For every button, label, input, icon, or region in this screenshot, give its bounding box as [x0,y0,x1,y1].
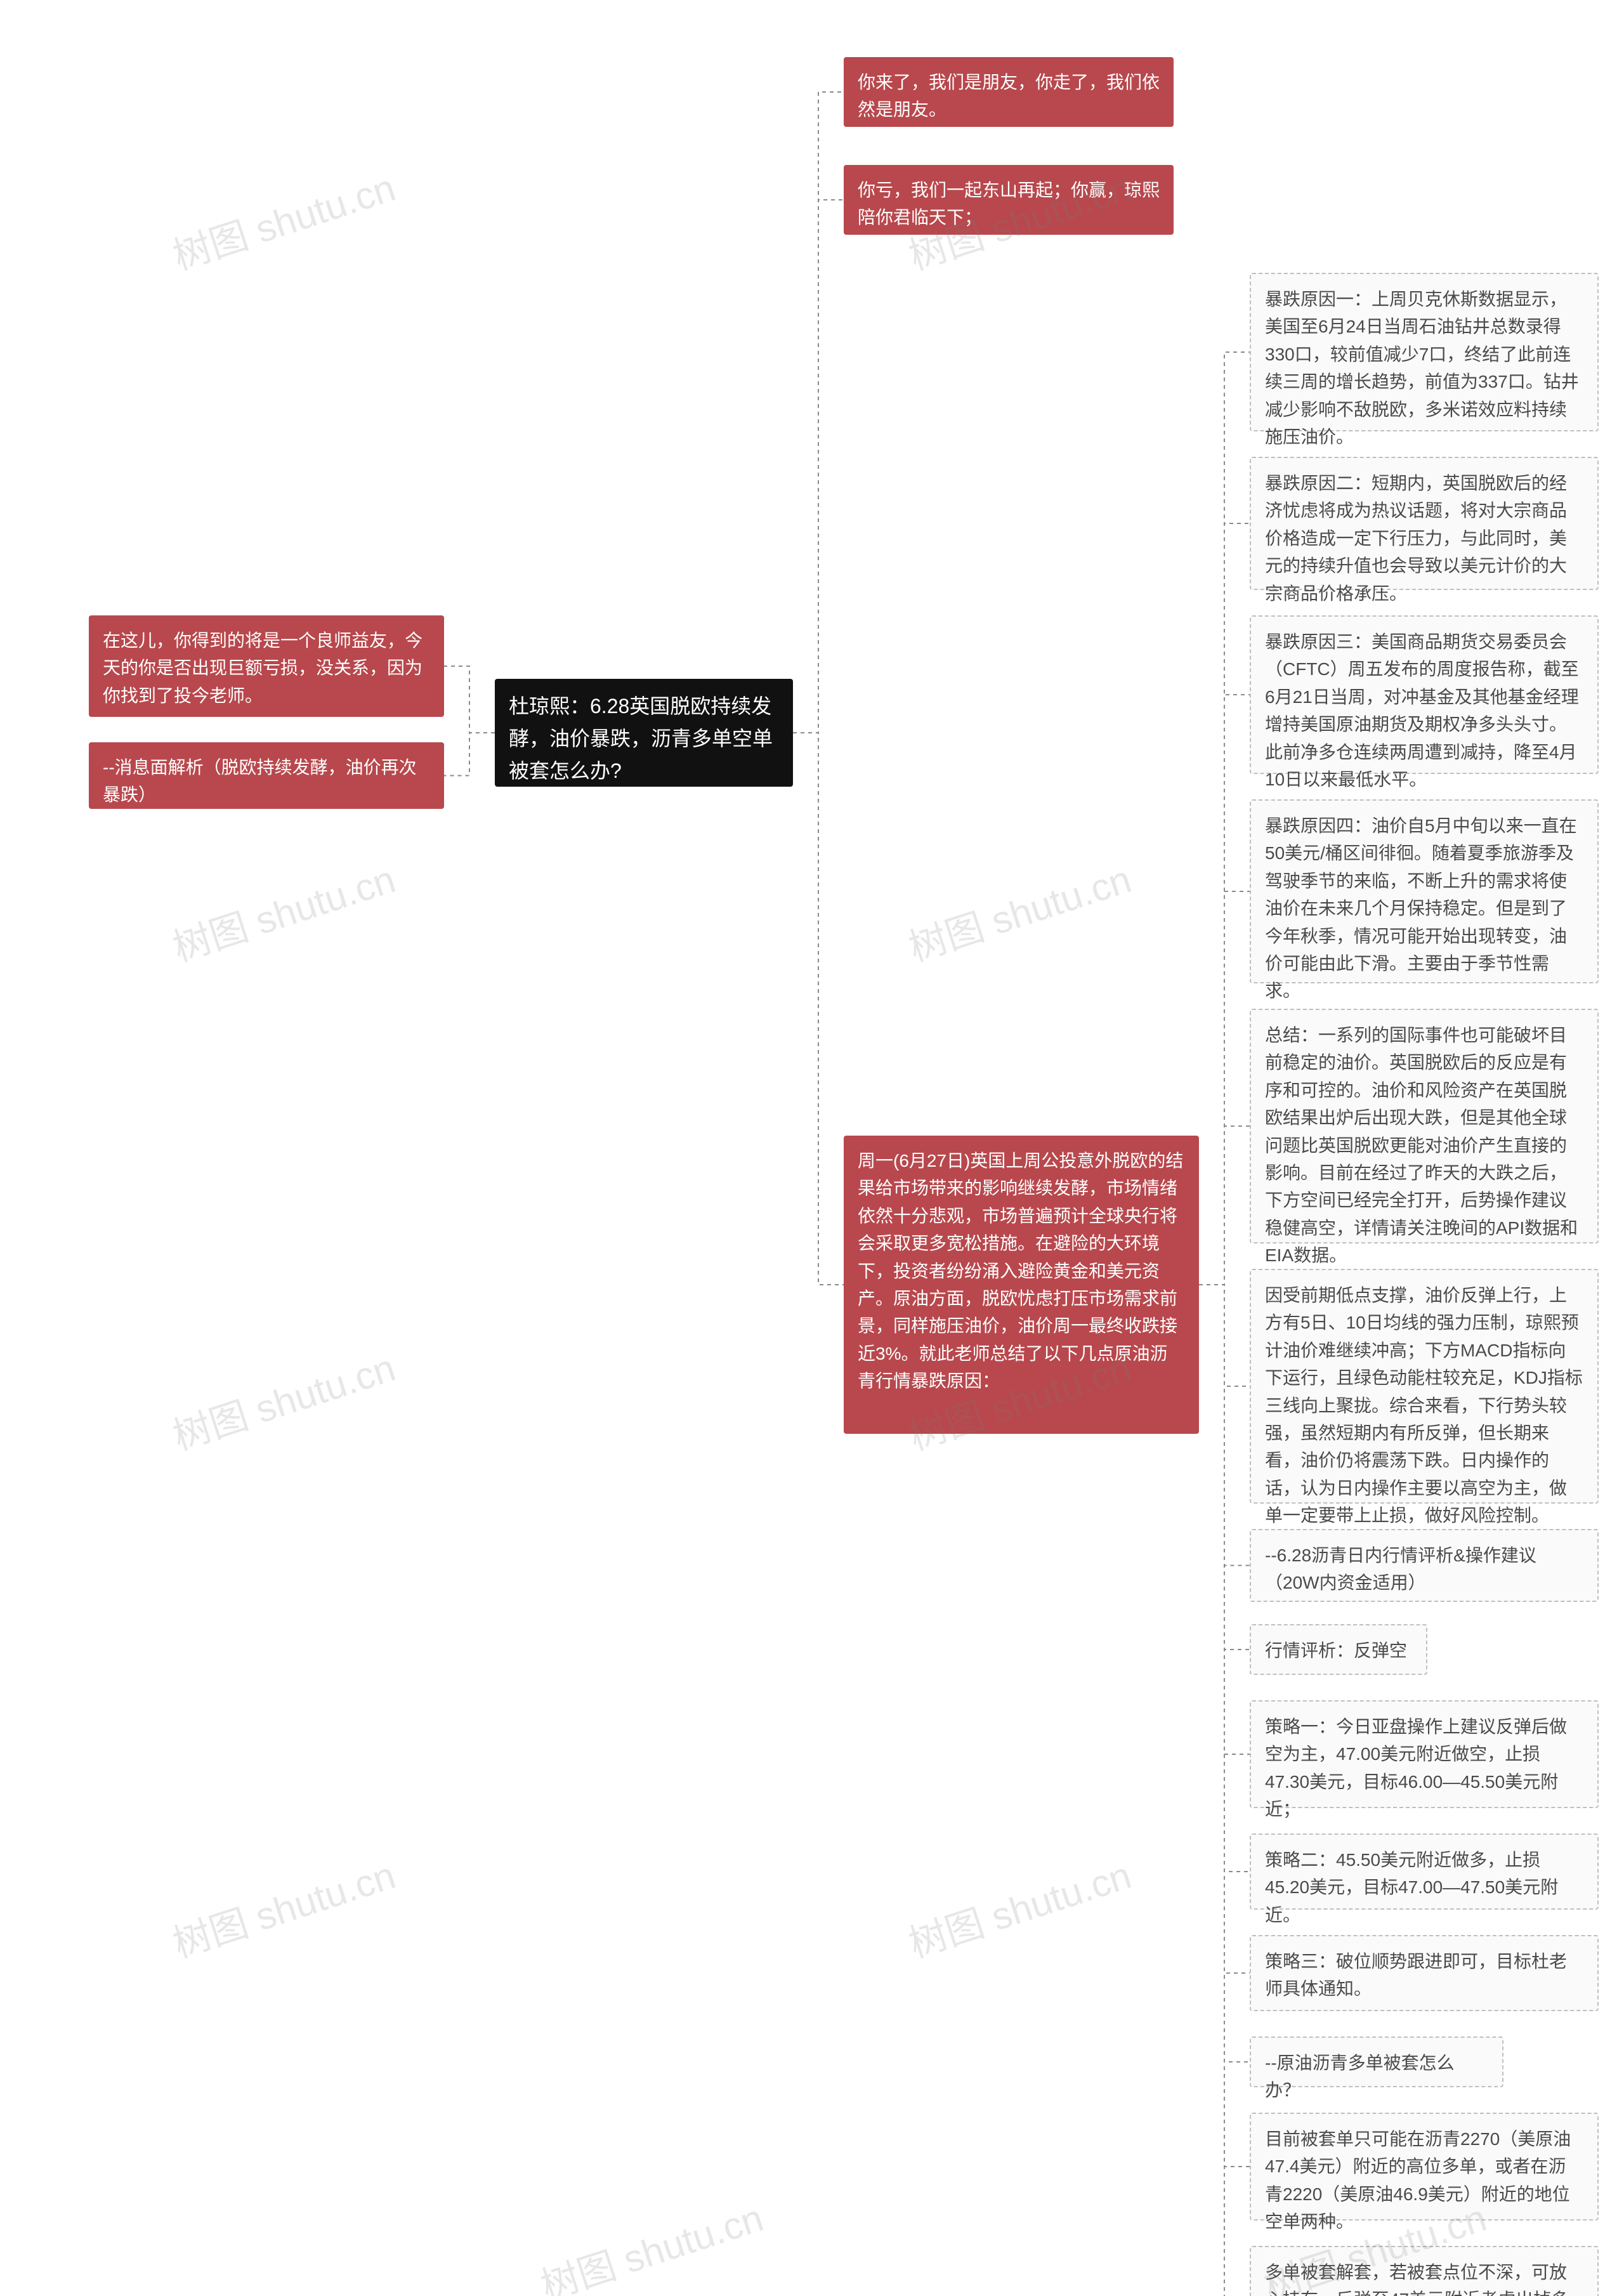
leaf-a6[interactable]: 因受前期低点支撑，油价反弹上行，上方有5日、10日均线的强力压制，琼熙预计油价难… [1250,1269,1599,1504]
watermark: 树图 shutu.cn [165,1337,402,1461]
leaf-a11[interactable]: 策略三：破位顺势跟进即可，目标杜老师具体通知。 [1250,1935,1599,2011]
left-node-2[interactable]: --消息面解析（脱欧持续发酵，油价再次暴跌） [89,742,444,809]
watermark: 树图 shutu.cn [165,157,402,281]
leaf-a14[interactable]: 多单被套解套，若被套点位不深，可放心持有，反弹至47美元附近考虑出掉多单小损出局… [1250,2246,1599,2296]
mindmap-canvas: 杜琼熙：6.28英国脱欧持续发酵，油价暴跌，沥青多单空单被套怎么办? 在这儿，你… [0,0,1624,2296]
right-node-3[interactable]: 周一(6月27日)英国上周公投意外脱欧的结果给市场带来的影响继续发酵，市场情绪依… [844,1136,1199,1434]
leaf-a3[interactable]: 暴跌原因三：美国商品期货交易委员会（CFTC）周五发布的周度报告称，截至6月21… [1250,615,1599,774]
leaf-a10[interactable]: 策略二：45.50美元附近做多，止损45.20美元，目标47.00—47.50美… [1250,1834,1599,1910]
left-node-1[interactable]: 在这儿，你得到的将是一个良师益友，今天的你是否出现巨额亏损，没关系，因为你找到了… [89,615,444,717]
leaf-a9[interactable]: 策略一：今日亚盘操作上建议反弹后做空为主，47.00美元附近做空，止损47.30… [1250,1700,1599,1808]
leaf-a1[interactable]: 暴跌原因一：上周贝克休斯数据显示，美国至6月24日当周石油钻井总数录得330口，… [1250,273,1599,431]
watermark: 树图 shutu.cn [165,1845,402,1969]
root-node[interactable]: 杜琼熙：6.28英国脱欧持续发酵，油价暴跌，沥青多单空单被套怎么办? [495,679,793,787]
watermark: 树图 shutu.cn [901,849,1137,973]
leaf-a13[interactable]: 目前被套单只可能在沥青2270（美原油47.4美元）附近的高位多单，或者在沥青2… [1250,2113,1599,2221]
right-node-2[interactable]: 你亏，我们一起东山再起；你赢，琼熙陪你君临天下； [844,165,1174,235]
leaf-a8[interactable]: 行情评析：反弹空 [1250,1624,1427,1675]
leaf-a12[interactable]: --原油沥青多单被套怎么办？ [1250,2037,1503,2087]
watermark: 树图 shutu.cn [165,849,402,973]
leaf-a5[interactable]: 总结：一系列的国际事件也可能破坏目前稳定的油价。英国脱欧后的反应是有序和可控的。… [1250,1009,1599,1243]
watermark: 树图 shutu.cn [533,2188,769,2296]
right-node-1[interactable]: 你来了，我们是朋友，你走了，我们依然是朋友。 [844,57,1174,127]
watermark: 树图 shutu.cn [901,1845,1137,1969]
leaf-a4[interactable]: 暴跌原因四：油价自5月中旬以来一直在50美元/桶区间徘徊。随着夏季旅游季及驾驶季… [1250,799,1599,983]
leaf-a2[interactable]: 暴跌原因二：短期内，英国脱欧后的经济忧虑将成为热议话题，将对大宗商品价格造成一定… [1250,457,1599,590]
leaf-a7[interactable]: --6.28沥青日内行情评析&操作建议（20W内资金适用） [1250,1529,1599,1602]
